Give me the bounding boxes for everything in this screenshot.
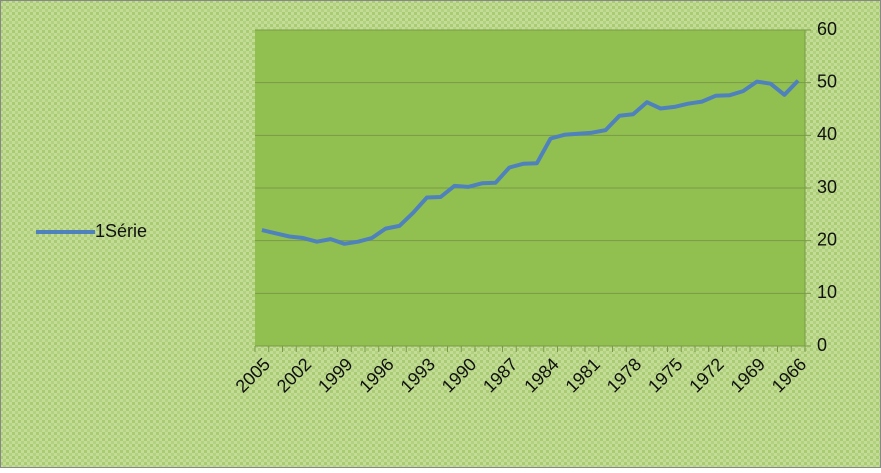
y-tick-label: 50 — [817, 71, 837, 91]
y-tick-label: 60 — [817, 19, 837, 39]
y-tick-label: 20 — [817, 229, 837, 249]
y-tick-label: 0 — [817, 335, 827, 355]
series-line — [261, 79, 800, 246]
y-tick-label: 10 — [817, 282, 837, 302]
y-tick-label: 40 — [817, 124, 837, 144]
legend-label: 1Série — [95, 221, 147, 241]
y-tick-label: 30 — [817, 177, 837, 197]
